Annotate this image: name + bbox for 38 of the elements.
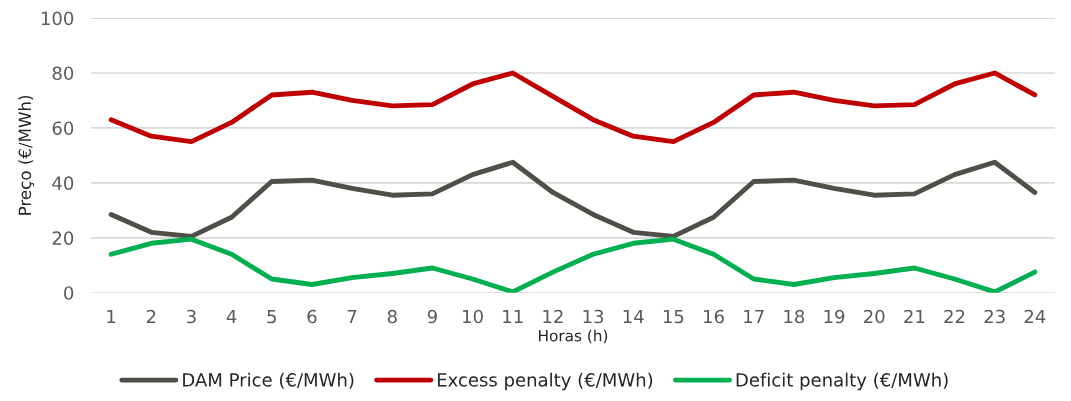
y-tick-label: 100 <box>41 11 74 26</box>
x-tick-label: 12 <box>543 309 563 324</box>
x-tick-label: 2 <box>146 309 156 324</box>
x-tick-label: 18 <box>784 309 805 324</box>
y-tick-label: 80 <box>52 66 74 81</box>
x-tick-label: 11 <box>503 309 523 324</box>
y-tick-label: 60 <box>52 121 74 136</box>
y-axis-title: Preço (€/MWh) <box>18 95 35 215</box>
x-tick-label: 16 <box>704 309 724 324</box>
y-tick-label: 40 <box>52 176 74 190</box>
x-tick-label: 22 <box>944 309 965 324</box>
x-tick-label: 21 <box>904 309 925 324</box>
x-axis-title: Horas (h) <box>539 329 608 344</box>
x-tick-label: 6 <box>307 309 317 324</box>
x-tick-label: 1 <box>107 309 116 324</box>
legend-label: Excess penalty (€/MWh) <box>437 372 653 391</box>
x-tick-label: 17 <box>744 309 764 324</box>
x-tick-label: 10 <box>463 309 483 324</box>
y-tick-label: 20 <box>52 231 74 245</box>
y-tick-label: 0 <box>64 286 74 300</box>
x-tick-label: 13 <box>583 309 604 324</box>
x-tick-label: 23 <box>984 309 1005 324</box>
line-series <box>108 236 1038 293</box>
x-tick-label: 5 <box>267 309 276 324</box>
x-tick-label: 14 <box>623 309 644 324</box>
x-tick-label: 20 <box>864 309 885 324</box>
x-tick-label: 3 <box>187 309 196 324</box>
x-tick-label: 19 <box>824 309 845 324</box>
line-series <box>108 159 1038 239</box>
x-tick-label: 7 <box>347 309 357 324</box>
x-tick-label: 4 <box>226 309 237 324</box>
x-tick-label: 24 <box>1024 309 1046 324</box>
x-tick-label: 8 <box>387 309 397 324</box>
legend-label: DAM Price (€/MWh) <box>183 372 354 389</box>
x-tick-label: 15 <box>663 309 684 324</box>
legend-label: Deficit penalty (€/MWh) <box>736 372 948 391</box>
x-tick-label: 9 <box>427 309 437 324</box>
line-series <box>108 70 1038 145</box>
